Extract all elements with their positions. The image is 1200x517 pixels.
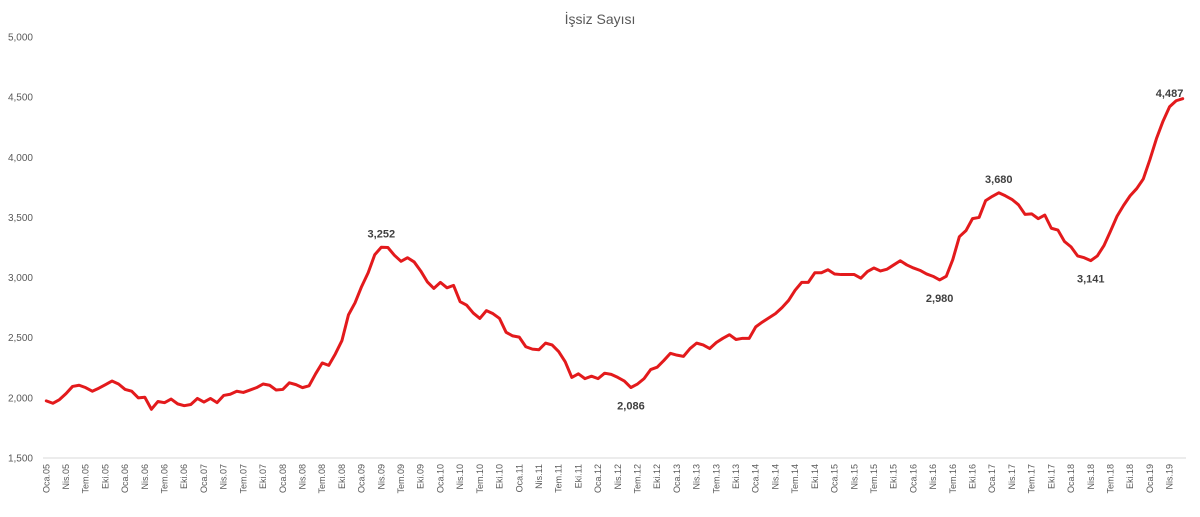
y-tick-label: 2,500: [8, 333, 33, 344]
x-tick-label: Tem.17: [1027, 464, 1037, 494]
y-tick-label: 3,000: [8, 273, 33, 284]
x-tick-label: Oca.15: [830, 464, 840, 493]
x-tick-label: Eki.12: [652, 464, 662, 489]
data-label: 3,141: [1077, 274, 1105, 286]
x-tick-label: Eki.05: [100, 464, 110, 489]
x-tick-label: Tem.18: [1105, 464, 1115, 494]
x-tick-label: Oca.12: [593, 464, 603, 493]
x-tick-label: Tem.13: [711, 464, 721, 494]
y-tick-label: 1,500: [8, 454, 33, 465]
x-tick-label: Tem.08: [317, 464, 327, 494]
y-axis: 1,500 2,000 2,500 3,000 3,500 4,000 4,500 5,000: [8, 33, 33, 465]
x-tick-label: Oca.09: [357, 464, 367, 493]
x-tick-label: Oca.11: [514, 464, 524, 492]
x-tick-label: Nis.19: [1165, 464, 1175, 490]
series-line: [44, 97, 1185, 411]
x-tick-label: Nis.15: [849, 464, 859, 490]
x-tick-label: Nis.06: [140, 464, 150, 490]
x-tick-label: Tem.12: [632, 464, 642, 494]
data-labels: 3,252 2,086 2,980 3,680 3,141 4,487: [368, 88, 1184, 413]
x-tick-label: Eki.17: [1046, 464, 1056, 489]
data-label: 2,086: [617, 401, 645, 413]
x-tick-label: Eki.14: [810, 464, 820, 489]
x-tick-label: Oca.19: [1145, 464, 1155, 493]
x-tick-label: Eki.13: [731, 464, 741, 489]
x-tick-label: Oca.18: [1066, 464, 1076, 493]
x-tick-label: Eki.09: [416, 464, 426, 489]
x-tick-label: Nis.11: [534, 464, 544, 489]
x-tick-label: Tem.06: [160, 464, 170, 494]
x-tick-label: Oca.17: [987, 464, 997, 493]
x-tick-label: Oca.13: [672, 464, 682, 493]
x-tick-label: Oca.05: [41, 464, 51, 493]
x-tick-label: Eki.06: [179, 464, 189, 489]
x-tick-label: Nis.09: [376, 464, 386, 490]
x-tick-label: Nis.08: [297, 464, 307, 490]
x-tick-label: Nis.18: [1086, 464, 1096, 490]
x-tick-label: Oca.14: [751, 464, 761, 493]
x-tick-label: Nis.13: [692, 464, 702, 490]
x-tick-label: Eki.10: [495, 464, 505, 489]
x-tick-label: Tem.10: [475, 464, 485, 494]
y-tick-label: 4,500: [8, 93, 33, 104]
plot-area: [44, 97, 1185, 411]
y-tick-label: 4,000: [8, 153, 33, 164]
y-tick-label: 3,500: [8, 213, 33, 224]
x-tick-label: Nis.05: [61, 464, 71, 490]
x-tick-label: Oca.07: [199, 464, 209, 493]
y-tick-label: 5,000: [8, 33, 33, 44]
x-tick-label: Nis.17: [1007, 464, 1017, 490]
x-tick-label: Tem.09: [396, 464, 406, 494]
x-tick-label: Nis.16: [928, 464, 938, 490]
data-label: 3,252: [368, 228, 396, 240]
x-tick-label: Tem.11: [554, 464, 564, 493]
x-tick-label: Eki.08: [337, 464, 347, 489]
x-tick-label: Eki.18: [1125, 464, 1135, 489]
x-tick-label: Nis.10: [455, 464, 465, 490]
x-tick-label: Oca.08: [278, 464, 288, 493]
x-tick-label: Tem.07: [238, 464, 248, 494]
x-tick-label: Oca.16: [908, 464, 918, 493]
x-tick-label: Eki.15: [889, 464, 899, 489]
x-tick-label: Nis.12: [613, 464, 623, 490]
x-tick-label: Tem.16: [948, 464, 958, 494]
x-tick-label: Nis.14: [770, 464, 780, 490]
x-axis: Oca.05 Nis.05 Tem.05 Eki.05 Oca.06 Nis.06 Tem.…: [41, 457, 1186, 494]
x-tick-label: Tem.15: [869, 464, 879, 494]
x-tick-label: Eki.16: [968, 464, 978, 489]
x-tick-label: Eki.07: [258, 464, 268, 489]
x-tick-label: Eki.11: [573, 464, 583, 488]
x-tick-label: Tem.05: [81, 464, 91, 494]
chart-title: İşsiz Sayısı: [565, 10, 636, 27]
x-tick-label: Nis.07: [219, 464, 229, 490]
data-label: 3,680: [985, 174, 1013, 186]
data-label: 2,980: [926, 293, 954, 305]
x-tick-label: Oca.10: [435, 464, 445, 493]
data-label: 4,487: [1156, 88, 1184, 100]
y-tick-label: 2,000: [8, 393, 33, 404]
x-tick-label: Tem.14: [790, 464, 800, 494]
x-tick-label: Oca.06: [120, 464, 130, 493]
